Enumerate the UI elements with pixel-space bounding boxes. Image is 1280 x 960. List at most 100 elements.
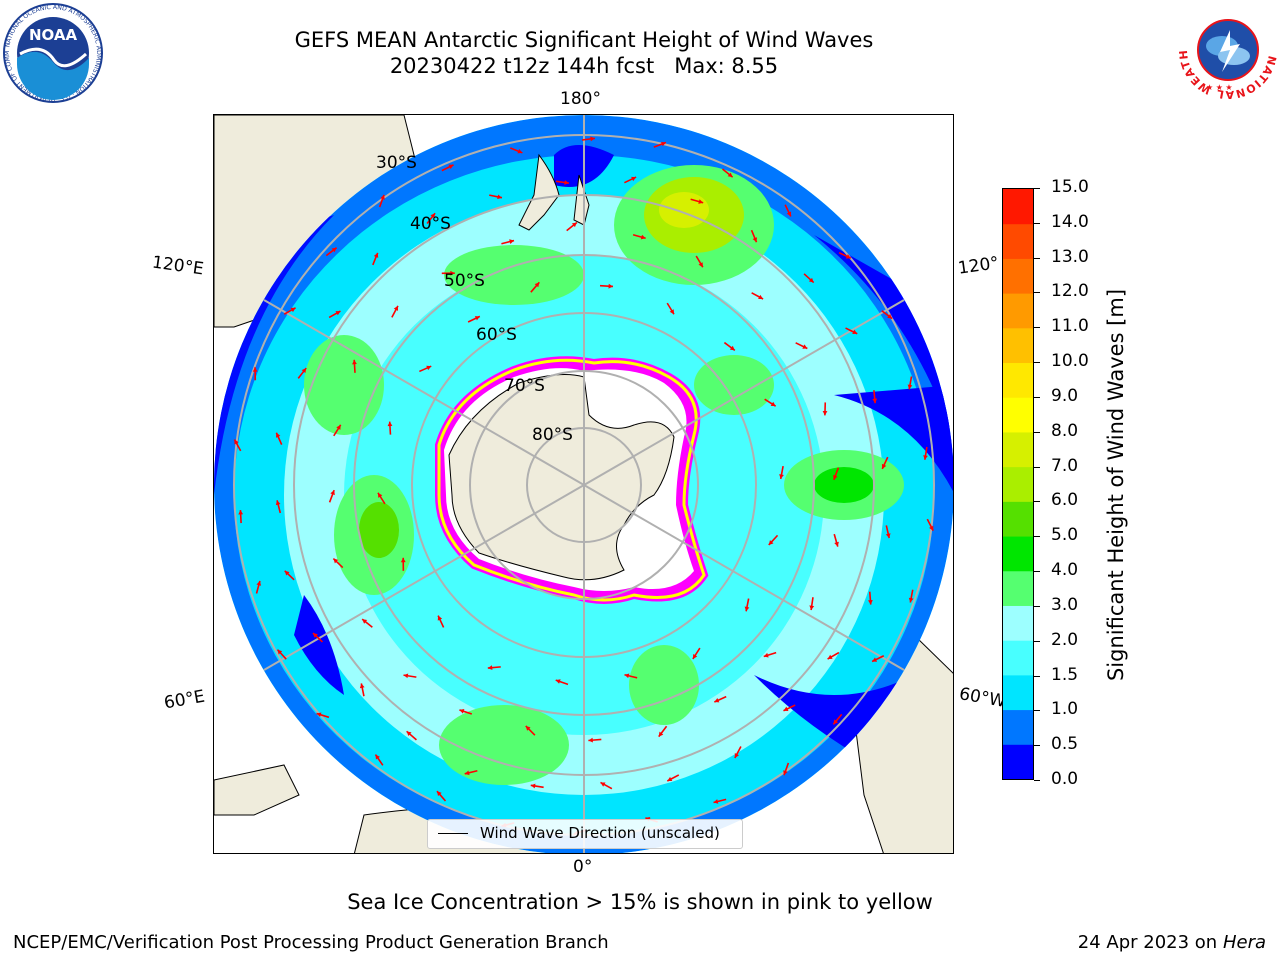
colorbar-tick-label: 14.0 <box>1051 211 1089 232</box>
colorbar-swatch <box>1003 605 1033 641</box>
wind-wave-arrow <box>803 273 815 284</box>
wind-wave-arrow <box>764 398 777 407</box>
wind-wave-arrow <box>833 467 840 481</box>
colorbar-label: Significant Height of Wind Waves [m] <box>1104 288 1128 682</box>
colorbar-swatch <box>1003 258 1033 294</box>
wind-wave-arrow <box>391 305 399 318</box>
colorbar-tick-label: 12.0 <box>1051 281 1089 302</box>
wind-wave-arrow <box>923 446 928 460</box>
wind-wave-arrow <box>467 315 481 323</box>
colorbar-swatch <box>1003 466 1033 502</box>
wind-wave-arrow <box>692 647 701 660</box>
wind-wave-arrow <box>510 147 523 154</box>
wind-wave-arrow <box>459 709 473 715</box>
footer-credit: NCEP/EMC/Verification Post Processing Pr… <box>13 932 609 953</box>
wind-wave-arrow <box>695 255 704 268</box>
wind-wave-arrow <box>872 390 878 404</box>
wind-wave-arrow <box>734 746 742 759</box>
colorbar-tick-mark <box>1034 188 1040 189</box>
wind-wave-arrow <box>779 466 784 480</box>
wind-wave-arrow <box>312 632 324 643</box>
svg-text:NOAA: NOAA <box>29 26 78 44</box>
colorbar-swatch <box>1003 501 1033 537</box>
wind-wave-arrow <box>750 229 758 243</box>
wind-wave-arrow <box>530 783 544 789</box>
lat-label-30: 30°S <box>376 153 417 173</box>
wind-wave-arrow <box>233 439 242 452</box>
wind-wave-arrow <box>441 270 455 276</box>
colorbar-swatch <box>1003 293 1033 329</box>
colorbar-tick-label: 13.0 <box>1051 246 1089 267</box>
wind-wave-arrow <box>885 525 891 539</box>
colorbar-tick-mark <box>1034 536 1040 538</box>
colorbar-tick-label: 10.0 <box>1051 351 1089 372</box>
colorbar-tick-mark <box>1034 327 1040 329</box>
wind-wave-arrow <box>624 176 637 184</box>
wind-wave-arrow <box>624 673 638 679</box>
wind-wave-arrow <box>881 456 889 470</box>
lat-label-80: 80°S <box>532 425 573 445</box>
wind-wave-arrow <box>297 367 307 379</box>
wind-wave-arrow <box>333 424 342 437</box>
colorbar-tick-mark <box>1034 780 1040 781</box>
wind-wave-arrow <box>283 307 296 315</box>
wind-wave-arrow <box>530 281 540 293</box>
wind-wave-arrow <box>588 737 602 743</box>
legend-text: Wind Wave Direction (unscaled) <box>480 824 720 842</box>
wind-wave-arrow <box>833 533 839 547</box>
wind-wave-arrow <box>284 570 295 581</box>
colorbar-tick-mark <box>1034 222 1040 224</box>
lat-label-70: 70°S <box>504 376 545 396</box>
wind-wave-arrow <box>653 141 667 148</box>
noaa-logo: NATIONAL OCEANIC AND ATMOSPHERIC ADMINIS… <box>2 2 103 103</box>
wind-wave-arrow <box>501 239 515 245</box>
wind-wave-arrow <box>316 712 330 719</box>
wind-wave-arrow <box>489 194 503 200</box>
wind-wave-arrow <box>276 649 287 660</box>
colorbar-tick-label: 9.0 <box>1051 385 1079 406</box>
colorbar-tick-mark <box>1034 501 1040 503</box>
wind-wave-arrow <box>599 283 614 289</box>
wind-wave-arrow <box>751 292 764 300</box>
colorbar-swatch <box>1003 709 1033 745</box>
colorbar-tick-label: 1.5 <box>1051 664 1079 685</box>
wind-wave-arrow <box>325 247 338 257</box>
wind-wave-arrow <box>400 557 406 571</box>
colorbar-tick-label: 0.5 <box>1051 734 1079 755</box>
wind-wave-arrow <box>275 500 282 514</box>
wind-wave-arrow <box>832 713 843 725</box>
wind-wave-arrow <box>387 421 393 435</box>
colorbar-tick-mark <box>1034 571 1040 573</box>
wind-wave-arrow <box>377 492 386 505</box>
wind-wave-arrow <box>403 673 417 679</box>
colorbar-swatch <box>1003 327 1033 364</box>
wind-wave-arrow <box>632 234 646 240</box>
colorbar-tick-mark <box>1034 257 1040 259</box>
colorbar-swatches <box>1003 189 1033 780</box>
wind-wave-arrow <box>795 342 808 350</box>
wind-wave-arrow <box>275 432 283 445</box>
lon-label-60e: 60°E <box>162 686 207 714</box>
wind-wave-arrow <box>252 367 258 381</box>
wind-wave-arrow <box>555 679 569 686</box>
wind-wave-arrow <box>255 580 262 594</box>
wind-wave-arrow <box>838 251 852 259</box>
colorbar-tick-label: 4.0 <box>1051 560 1079 581</box>
wind-wave-arrow <box>763 651 777 658</box>
lat-label-50: 50°S <box>444 271 485 291</box>
footer-date: 24 Apr 2023 on Hera <box>1078 932 1266 953</box>
colorbar-swatch <box>1003 640 1033 676</box>
wind-wave-arrow <box>525 725 536 736</box>
wind-wave-arrow <box>783 762 790 776</box>
wind-wave-arrow <box>690 198 704 204</box>
lon-label-120e: 120°E <box>150 252 205 280</box>
wind-wave-arrow <box>907 376 913 390</box>
wind-wave-arrow <box>784 204 792 217</box>
colorbar-tick-mark <box>1034 292 1040 294</box>
colorbar-tick-mark <box>1034 396 1040 398</box>
svg-text:★ ★ ★: ★ ★ ★ <box>1206 83 1233 92</box>
wind-wave-arrow <box>783 704 796 712</box>
wind-wave-arrow <box>487 665 501 671</box>
wind-wave-arrow <box>378 194 385 208</box>
wind-wave-arrow <box>238 510 244 524</box>
